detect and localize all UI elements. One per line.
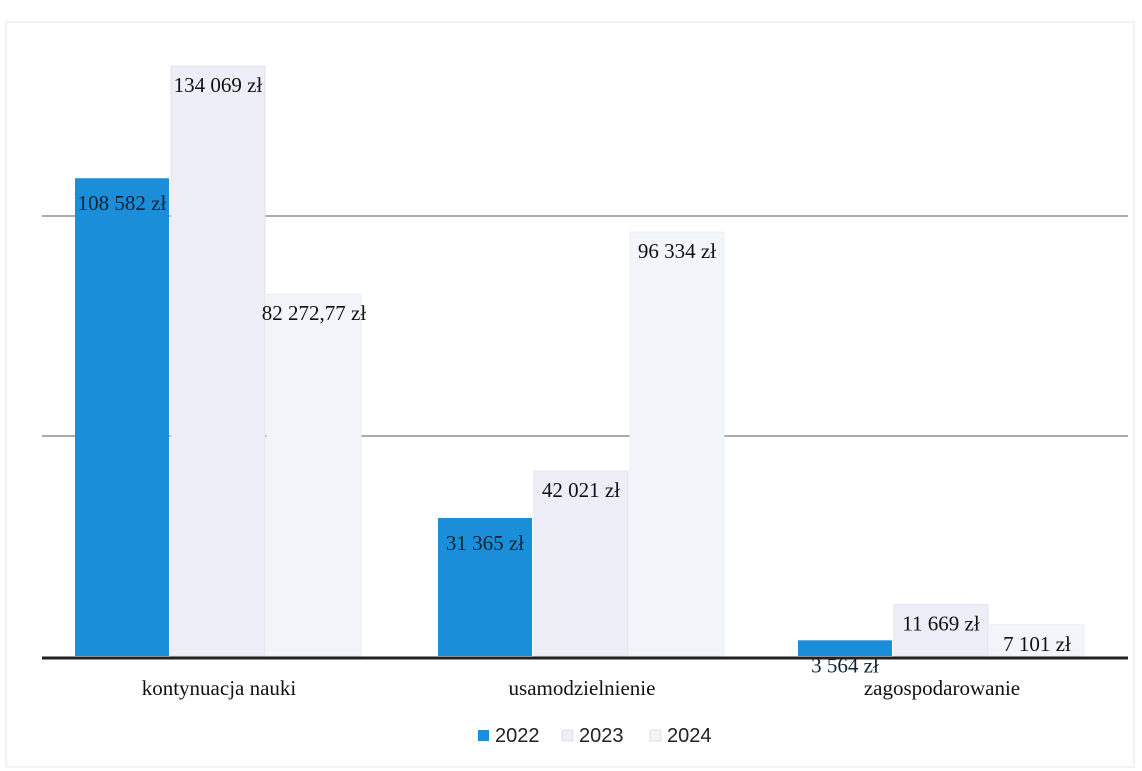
bar-2023-usamodzielnienie — [533, 470, 629, 657]
legend: 2022 2023 2024 — [478, 725, 712, 747]
category-label-kontynuacja-nauki: kontynuacja nauki — [142, 676, 297, 700]
bar-2023-kontynuacja-nauki — [170, 65, 266, 657]
legend-swatch-2022 — [478, 730, 489, 741]
legend-label-2024: 2024 — [667, 725, 712, 747]
bar-2022-kontynuacja-nauki — [75, 178, 169, 656]
bar-2024-kontynuacja-nauki — [266, 293, 362, 657]
bar-2024-usamodzielnienie — [629, 231, 725, 657]
bar-2022-zagospodarowanie — [798, 640, 892, 656]
data-label-2023-kontynuacja-nauki: 134 069 zł — [174, 73, 263, 97]
legend-swatch-2024 — [649, 729, 662, 742]
data-label-2023-usamodzielnienie: 42 021 zł — [542, 478, 620, 502]
category-labels: kontynuacja nauki usamodzielnienie zagospo… — [142, 676, 1020, 700]
data-label-2023-zagospodarowanie: 11 669 zł — [902, 612, 980, 636]
data-label-2022-usamodzielnienie: 31 365 zł — [446, 531, 524, 555]
legend-swatch-2023 — [561, 729, 574, 742]
category-label-usamodzielnienie: usamodzielnienie — [509, 676, 656, 700]
bar-2024-zagospodarowanie — [989, 624, 1085, 657]
bar-2023-zagospodarowanie — [893, 604, 989, 657]
data-label-2024-kontynuacja-nauki: 82 272,77 zł — [262, 301, 367, 325]
category-label-zagospodarowanie: zagospodarowanie — [864, 676, 1020, 700]
legend-label-2022: 2022 — [495, 725, 540, 747]
bars — [75, 65, 1085, 657]
data-label-2024-usamodzielnienie: 96 334 zł — [638, 239, 716, 263]
data-label-2022-kontynuacja-nauki: 108 582 zł — [78, 191, 167, 215]
data-label-2024-zagospodarowanie: 7 101 zł — [1003, 632, 1071, 656]
legend-label-2023: 2023 — [579, 725, 624, 747]
bar-2022-usamodzielnienie — [438, 517, 532, 656]
